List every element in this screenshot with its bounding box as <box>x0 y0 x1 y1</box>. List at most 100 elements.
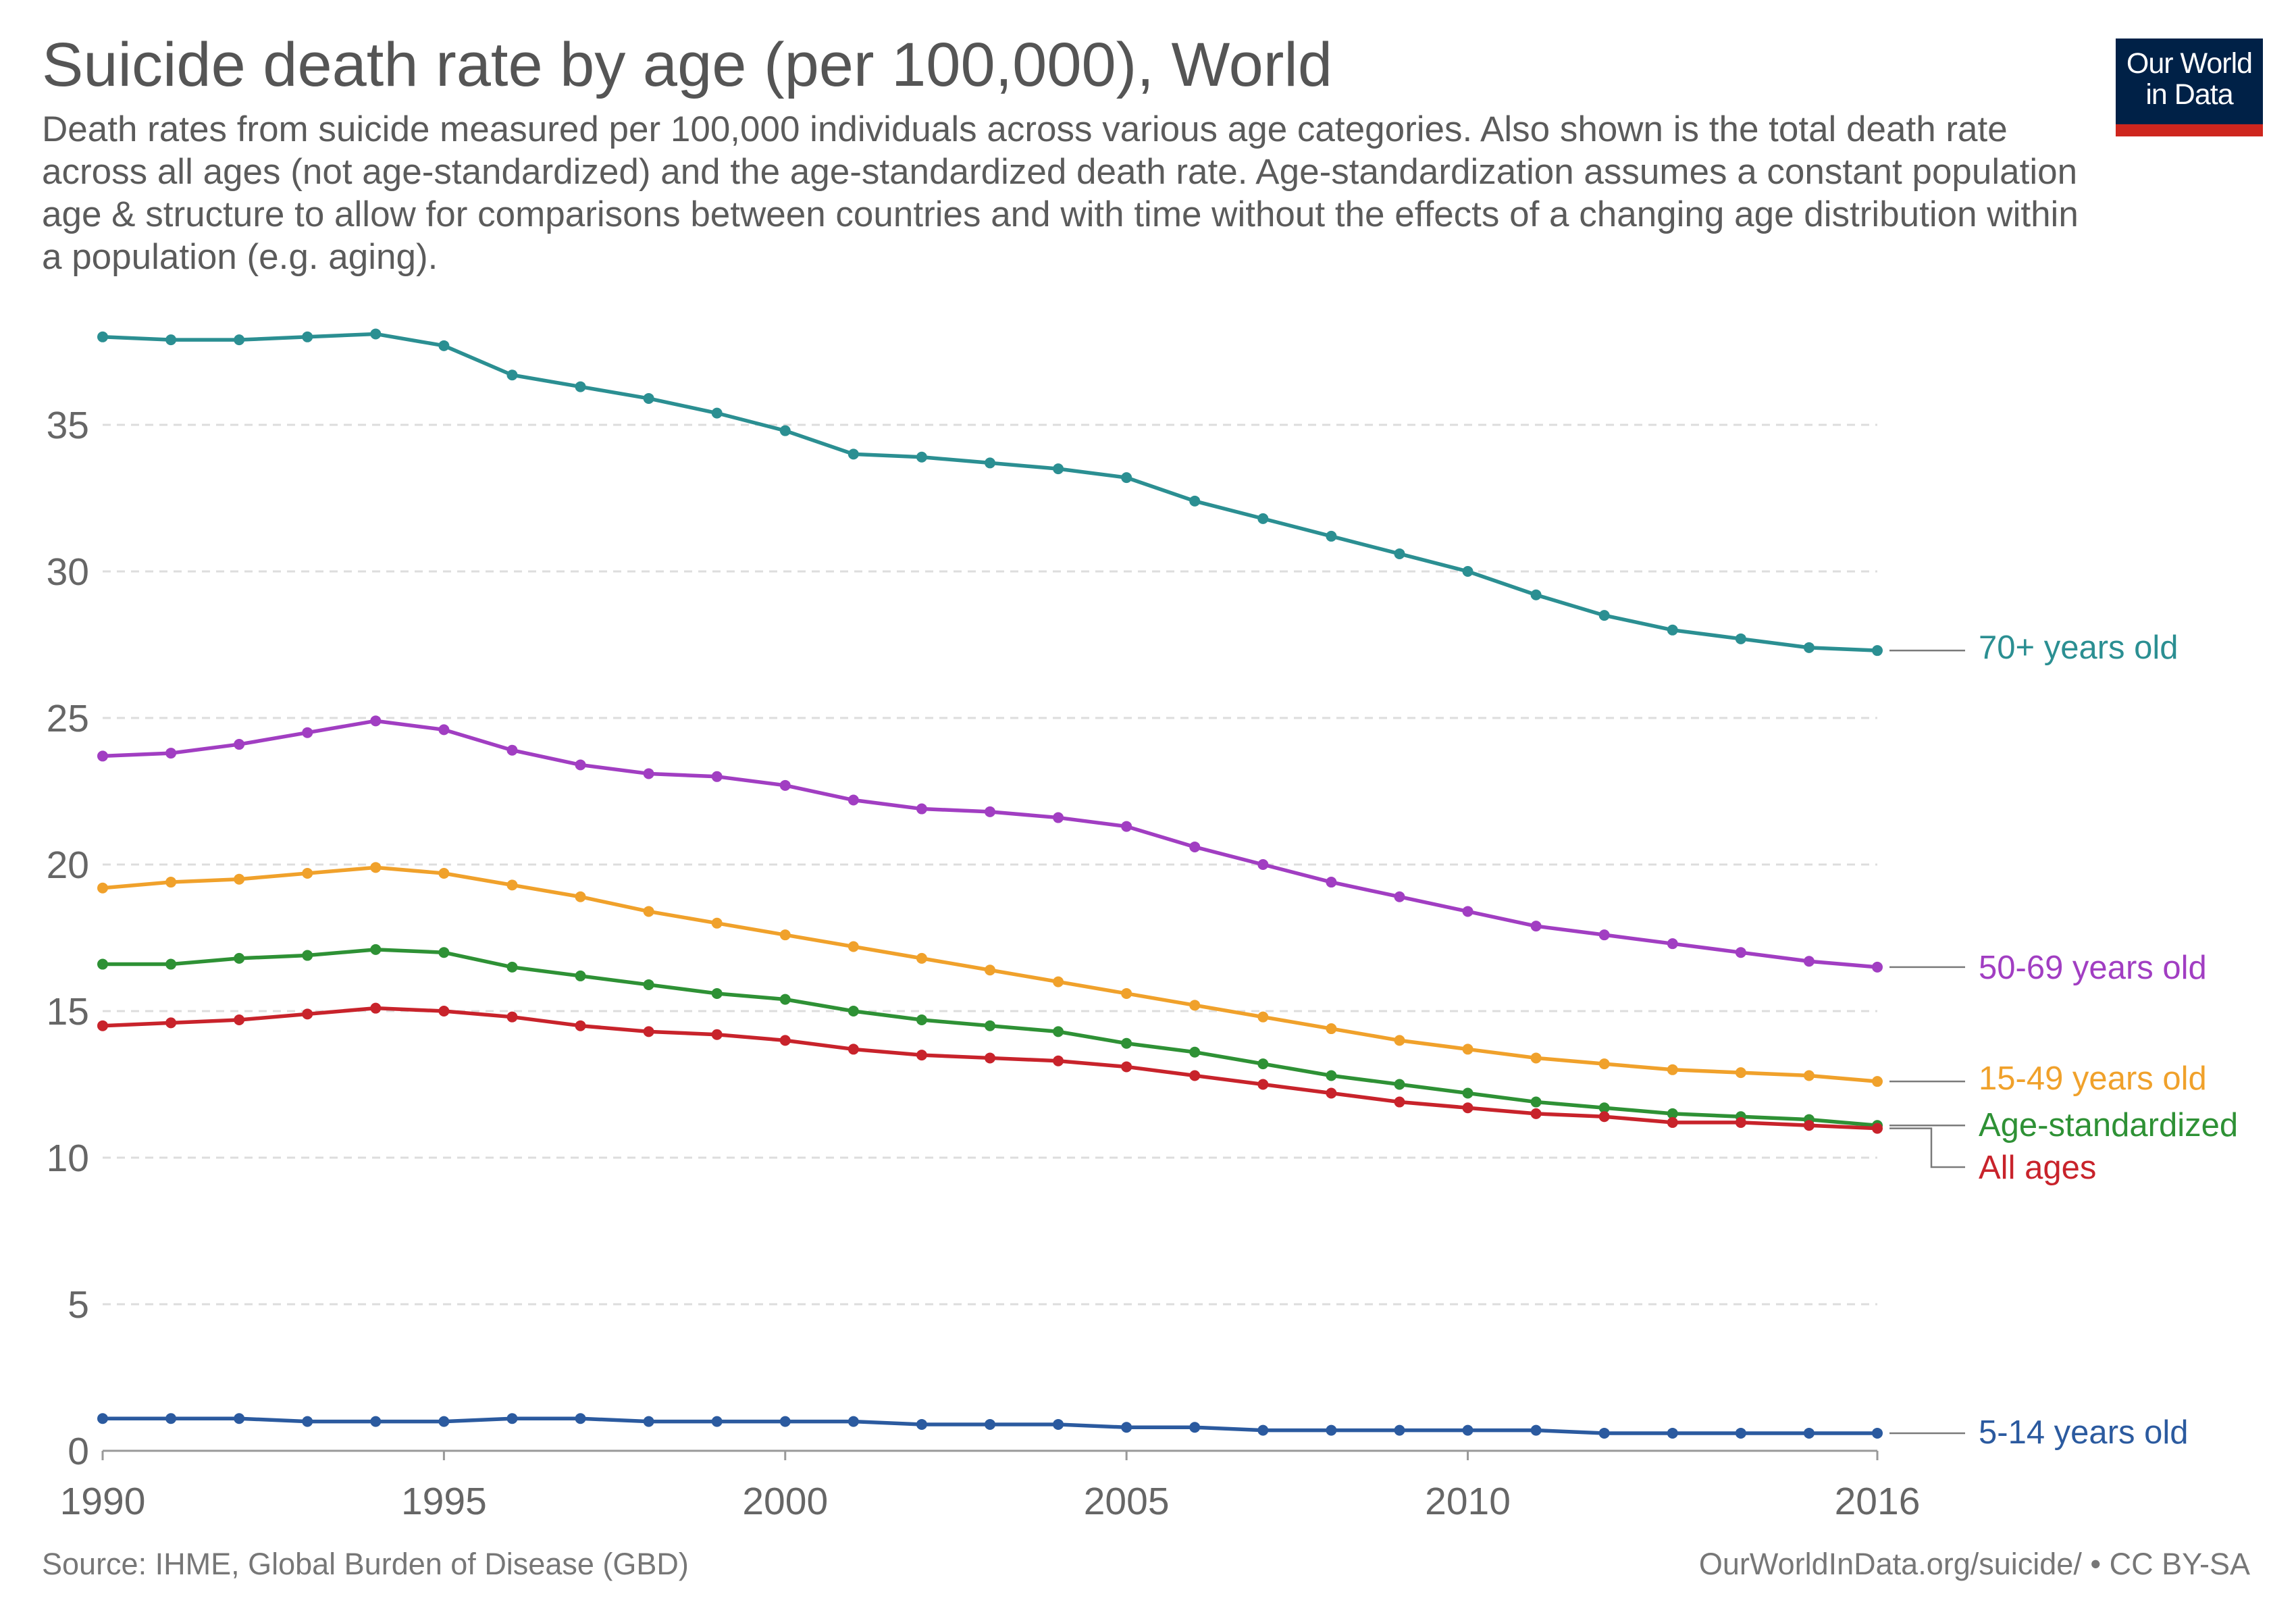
data-point-15-49-years-old[interactable] <box>438 868 450 879</box>
data-point-5-14-years-old[interactable] <box>1530 1424 1542 1436</box>
data-point-70-years-old[interactable] <box>643 392 654 404</box>
data-point-5-14-years-old[interactable] <box>506 1413 518 1424</box>
data-point-5-14-years-old[interactable] <box>234 1413 245 1424</box>
data-point-50-69-years-old[interactable] <box>302 727 313 738</box>
data-point-70-years-old[interactable] <box>985 457 995 469</box>
data-point-50-69-years-old[interactable] <box>643 768 654 779</box>
data-point-all-ages[interactable] <box>1121 1061 1132 1073</box>
data-point-age-standardized[interactable] <box>1053 1026 1064 1037</box>
data-point-age-standardized[interactable] <box>1189 1046 1201 1058</box>
data-point-15-49-years-old[interactable] <box>985 964 995 976</box>
data-point-all-ages[interactable] <box>1530 1108 1542 1119</box>
data-point-50-69-years-old[interactable] <box>847 794 859 806</box>
data-point-15-49-years-old[interactable] <box>1326 1023 1337 1035</box>
data-point-50-69-years-old[interactable] <box>1394 891 1405 902</box>
data-point-50-69-years-old[interactable] <box>575 759 586 771</box>
data-point-15-49-years-old[interactable] <box>1667 1064 1678 1075</box>
data-point-all-ages[interactable] <box>985 1052 995 1064</box>
data-point-70-years-old[interactable] <box>1189 495 1201 507</box>
data-point-5-14-years-old[interactable] <box>711 1416 723 1427</box>
data-point-50-69-years-old[interactable] <box>1667 938 1678 950</box>
data-point-50-69-years-old[interactable] <box>1257 859 1269 870</box>
data-point-15-49-years-old[interactable] <box>302 868 313 879</box>
data-point-all-ages[interactable] <box>370 1002 382 1014</box>
data-point-age-standardized[interactable] <box>1667 1108 1678 1119</box>
data-point-all-ages[interactable] <box>1189 1070 1201 1081</box>
data-point-15-49-years-old[interactable] <box>165 877 177 888</box>
data-point-all-ages[interactable] <box>779 1035 791 1046</box>
data-point-5-14-years-old[interactable] <box>302 1416 313 1427</box>
data-point-70-years-old[interactable] <box>575 381 586 392</box>
data-point-50-69-years-old[interactable] <box>1598 929 1610 941</box>
data-point-70-years-old[interactable] <box>1872 645 1883 657</box>
data-point-age-standardized[interactable] <box>97 958 108 970</box>
data-point-age-standardized[interactable] <box>506 961 518 973</box>
data-point-50-69-years-old[interactable] <box>1121 821 1132 832</box>
data-point-5-14-years-old[interactable] <box>1735 1427 1746 1439</box>
data-point-15-49-years-old[interactable] <box>1872 1076 1883 1087</box>
data-point-5-14-years-old[interactable] <box>1872 1427 1883 1439</box>
data-point-all-ages[interactable] <box>1872 1123 1883 1134</box>
data-point-5-14-years-old[interactable] <box>779 1416 791 1427</box>
data-point-age-standardized[interactable] <box>1598 1102 1610 1114</box>
data-point-70-years-old[interactable] <box>711 407 723 419</box>
data-point-age-standardized[interactable] <box>370 944 382 955</box>
data-point-50-69-years-old[interactable] <box>438 724 450 736</box>
data-point-5-14-years-old[interactable] <box>643 1416 654 1427</box>
data-point-all-ages[interactable] <box>643 1026 654 1037</box>
data-point-5-14-years-old[interactable] <box>575 1413 586 1424</box>
series-label-all-ages[interactable]: All ages <box>1979 1150 2096 1186</box>
data-point-5-14-years-old[interactable] <box>370 1416 382 1427</box>
data-point-15-49-years-old[interactable] <box>779 929 791 941</box>
data-point-50-69-years-old[interactable] <box>234 739 245 750</box>
data-point-50-69-years-old[interactable] <box>1735 947 1746 958</box>
data-point-70-years-old[interactable] <box>1735 633 1746 644</box>
data-point-all-ages[interactable] <box>575 1020 586 1031</box>
data-point-15-49-years-old[interactable] <box>1121 987 1132 999</box>
data-point-70-years-old[interactable] <box>165 334 177 346</box>
data-point-all-ages[interactable] <box>847 1044 859 1055</box>
data-point-5-14-years-old[interactable] <box>97 1413 108 1424</box>
data-point-50-69-years-old[interactable] <box>97 750 108 762</box>
data-point-all-ages[interactable] <box>1598 1111 1610 1123</box>
data-point-age-standardized[interactable] <box>1462 1087 1473 1099</box>
data-point-all-ages[interactable] <box>97 1020 108 1031</box>
data-point-5-14-years-old[interactable] <box>1257 1424 1269 1436</box>
data-point-70-years-old[interactable] <box>847 448 859 460</box>
data-point-age-standardized[interactable] <box>916 1014 927 1026</box>
data-point-15-49-years-old[interactable] <box>1735 1067 1746 1079</box>
data-point-15-49-years-old[interactable] <box>575 891 586 902</box>
data-point-age-standardized[interactable] <box>847 1006 859 1017</box>
data-point-5-14-years-old[interactable] <box>1803 1427 1815 1439</box>
license-link[interactable]: OurWorldInData.org/suicide/ • CC BY-SA <box>1698 1547 2250 1581</box>
series-label-age-standardized[interactable]: Age-standardized <box>1979 1107 2238 1143</box>
data-point-15-49-years-old[interactable] <box>1803 1070 1815 1081</box>
data-point-70-years-old[interactable] <box>97 331 108 342</box>
data-point-5-14-years-old[interactable] <box>438 1416 450 1427</box>
series-line-70-years-old[interactable] <box>101 332 1879 652</box>
data-point-all-ages[interactable] <box>506 1011 518 1023</box>
data-point-age-standardized[interactable] <box>1394 1079 1405 1090</box>
data-point-70-years-old[interactable] <box>1667 624 1678 636</box>
data-point-15-49-years-old[interactable] <box>1530 1052 1542 1064</box>
data-point-age-standardized[interactable] <box>165 958 177 970</box>
data-point-5-14-years-old[interactable] <box>1053 1418 1064 1430</box>
series-label-50-69-years-old[interactable]: 50-69 years old <box>1979 950 2207 986</box>
data-point-age-standardized[interactable] <box>1121 1037 1132 1049</box>
series-line-50-69-years-old[interactable] <box>101 719 1879 969</box>
data-point-5-14-years-old[interactable] <box>1326 1424 1337 1436</box>
data-point-70-years-old[interactable] <box>438 340 450 351</box>
data-point-70-years-old[interactable] <box>1121 472 1132 484</box>
data-point-50-69-years-old[interactable] <box>1872 961 1883 973</box>
data-point-50-69-years-old[interactable] <box>1803 956 1815 967</box>
series-label-70-years-old[interactable]: 70+ years old <box>1979 629 2178 666</box>
series-label-5-14-years-old[interactable]: 5-14 years old <box>1979 1414 2189 1451</box>
data-point-50-69-years-old[interactable] <box>916 803 927 815</box>
data-point-70-years-old[interactable] <box>779 425 791 436</box>
data-point-5-14-years-old[interactable] <box>165 1413 177 1424</box>
data-point-5-14-years-old[interactable] <box>1598 1427 1610 1439</box>
data-point-70-years-old[interactable] <box>1053 463 1064 475</box>
data-point-5-14-years-old[interactable] <box>847 1416 859 1427</box>
data-point-50-69-years-old[interactable] <box>985 806 995 817</box>
data-point-50-69-years-old[interactable] <box>1326 877 1337 888</box>
